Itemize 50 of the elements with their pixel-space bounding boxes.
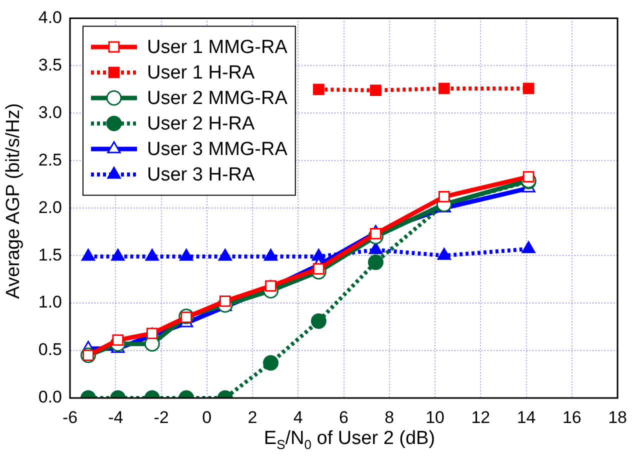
x-tick-label: -6 xyxy=(62,408,78,427)
x-axis-title: E$_{S}$/N$_{0}$ of User 2 (dB) xyxy=(262,428,436,452)
point xyxy=(310,313,326,329)
point xyxy=(522,241,536,254)
y-tick-label: 4.0 xyxy=(38,8,62,27)
point xyxy=(180,248,194,261)
point xyxy=(312,84,324,96)
legend-label: User 3 MMG-RA xyxy=(147,139,288,160)
x-tick-label: 6 xyxy=(339,408,349,427)
x-tick-label: 4 xyxy=(293,408,303,427)
legend-label: User 1 H-RA xyxy=(147,62,256,84)
y-tick-label: 0.5 xyxy=(38,340,62,360)
point xyxy=(522,171,534,182)
legend-label: User 1 MMG-RA xyxy=(147,37,288,58)
point xyxy=(112,334,124,346)
y-tick-label: 1.5 xyxy=(38,245,62,264)
point xyxy=(368,242,383,254)
point xyxy=(145,248,159,261)
point xyxy=(263,355,279,371)
x-tick-label: -2 xyxy=(154,408,169,427)
y-axis-title: Average AGP (bit/s/Hz) xyxy=(3,102,25,301)
x-tick-label: 0 xyxy=(202,408,212,427)
legend-label: User 2 MMG-RA xyxy=(147,88,288,110)
point xyxy=(522,82,534,94)
legend-label: User 2 H-RA xyxy=(147,114,256,135)
x-tick-label: -4 xyxy=(108,408,124,427)
point xyxy=(438,82,450,94)
y-tick-label: 2.5 xyxy=(38,150,62,170)
x-tick-label: 16 xyxy=(562,408,582,427)
point xyxy=(218,248,232,261)
point xyxy=(81,248,96,261)
y-tick-label: 3.5 xyxy=(38,55,62,74)
point xyxy=(219,295,231,307)
x-tick-label: 12 xyxy=(471,408,490,427)
point xyxy=(370,84,382,96)
x-tick-label: 18 xyxy=(608,408,628,427)
legend-label: User 3 H-RA xyxy=(147,164,256,186)
x-tick-label: 10 xyxy=(426,408,444,427)
point xyxy=(111,248,125,261)
y-tick-label: 1.0 xyxy=(38,292,62,312)
x-tick-label: 2 xyxy=(248,408,258,427)
y-tick-label: 3.0 xyxy=(38,102,62,122)
point xyxy=(438,191,450,202)
x-tick-label: 8 xyxy=(384,408,394,427)
x-tick-label: 14 xyxy=(516,408,536,427)
point xyxy=(368,254,384,270)
point xyxy=(264,248,278,261)
y-tick-label: 0.0 xyxy=(38,388,62,407)
y-tick-label: 2.0 xyxy=(38,198,62,217)
point xyxy=(437,248,451,260)
